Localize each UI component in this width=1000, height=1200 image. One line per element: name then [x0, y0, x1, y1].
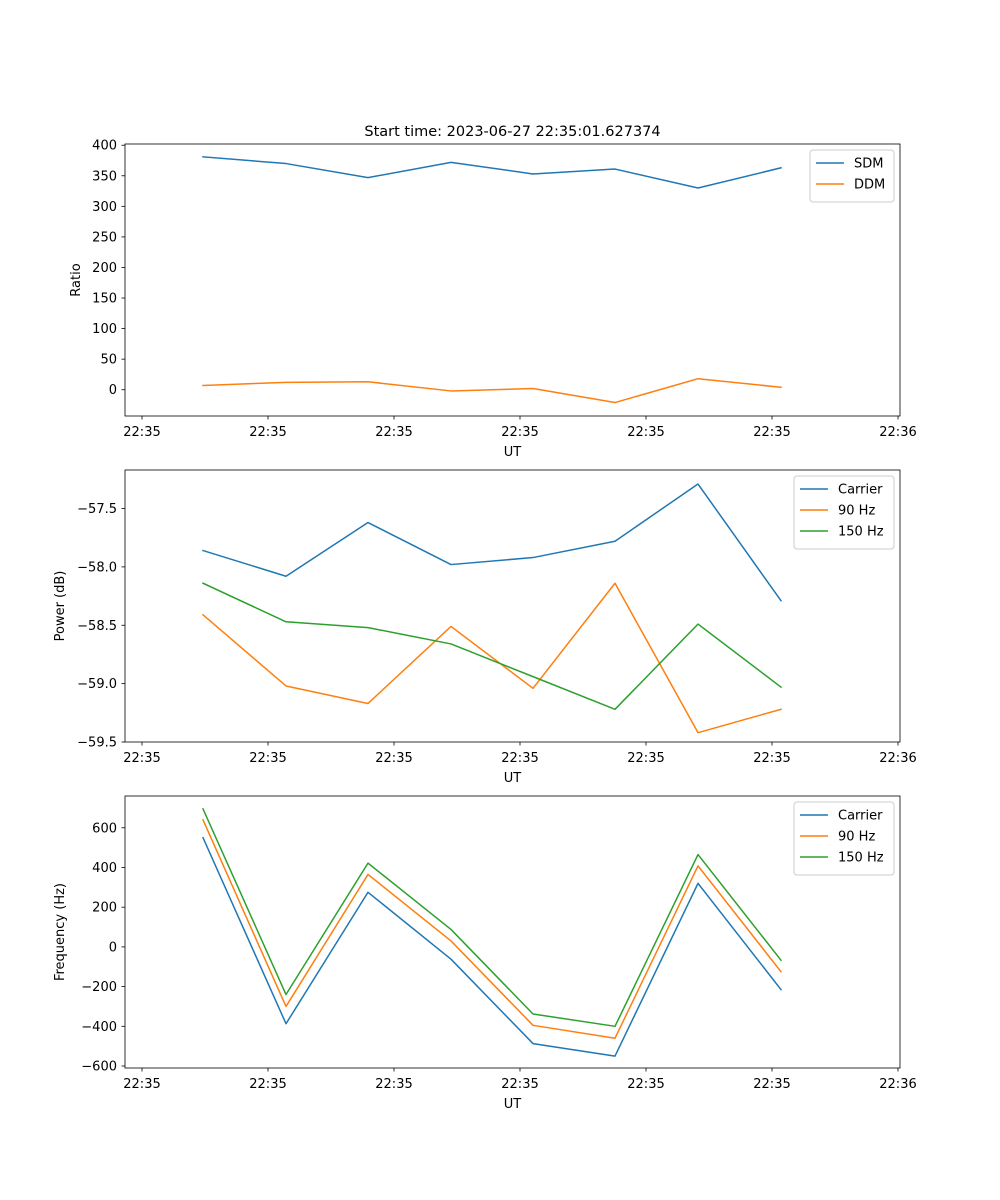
legend-entry: Carrier: [838, 809, 883, 824]
y-tick-label: −58.5: [77, 619, 117, 634]
x-tick-label: 22:35: [627, 1077, 664, 1092]
x-tick-label: 22:35: [753, 425, 790, 440]
y-tick-label: 100: [92, 322, 117, 337]
y-tick-label: −400: [81, 1020, 117, 1035]
subplot-1: 22:35 22:35 22:35 22:35 22:35 22:35 22:36 0 50 10…: [69, 139, 917, 460]
series-line-150-hz: [202, 582, 783, 711]
x-axis-label: UT: [504, 771, 522, 786]
y-tick-label: 250: [92, 230, 117, 245]
y-tick-label: −59.0: [77, 677, 117, 692]
series-line-150-hz: [202, 807, 783, 1028]
legend: SDM DDM: [809, 149, 895, 203]
y-tick-label: −57.5: [77, 502, 117, 517]
legend-entry: Carrier: [838, 483, 883, 498]
x-tick-label: 22:35: [123, 1077, 160, 1092]
y-tick-label: 50: [100, 353, 117, 368]
y-tick-label: −200: [81, 980, 117, 995]
legend-entry: 150 Hz: [838, 851, 884, 866]
series-line-90-hz: [201, 582, 782, 734]
x-tick-label: 22:35: [123, 425, 160, 440]
y-tick-label: 600: [92, 821, 117, 836]
x-tick-label: 22:36: [879, 425, 916, 440]
y-axis-label: Power (dB): [53, 571, 68, 642]
axes-frame: [124, 143, 901, 417]
series-line-carrier: [202, 483, 783, 602]
x-tick-label: 22:35: [501, 1077, 538, 1092]
y-tick-label: 350: [92, 169, 117, 184]
legend-entry: DDM: [854, 178, 885, 193]
x-tick-label: 22:35: [627, 751, 664, 766]
y-tick-label: −600: [81, 1060, 117, 1075]
y-tick-label: 0: [109, 940, 117, 955]
y-tick-label: −58.0: [77, 560, 117, 575]
x-tick-label: 22:35: [627, 425, 664, 440]
legend-entry: SDM: [854, 157, 883, 172]
series-line-carrier: [202, 836, 783, 1057]
x-tick-label: 22:36: [879, 1077, 916, 1092]
x-tick-label: 22:35: [501, 425, 538, 440]
x-axis-label: UT: [504, 1097, 522, 1112]
y-tick-label: 200: [92, 261, 117, 276]
axes-frame: [124, 469, 901, 743]
series-line-sdm: [202, 156, 782, 189]
subplot-2: 22:35 22:35 22:35 22:35 22:35 22:35 22:36 −59.5…: [53, 469, 917, 786]
legend-entry: 90 Hz: [838, 830, 875, 845]
y-axis-label: Frequency (Hz): [53, 883, 68, 981]
x-tick-label: 22:35: [375, 751, 412, 766]
y-tick-label: −59.5: [77, 736, 117, 751]
y-tick-label: 400: [92, 861, 117, 876]
y-tick-label: 400: [92, 139, 117, 154]
y-tick-label: 150: [92, 292, 117, 307]
series-line-ddm: [202, 377, 782, 404]
x-tick-label: 22:36: [879, 751, 916, 766]
legend-entry: 90 Hz: [838, 504, 875, 519]
x-tick-label: 22:35: [375, 1077, 412, 1092]
x-tick-label: 22:35: [249, 1077, 286, 1092]
axes-frame: [124, 795, 901, 1069]
figure-title: Start time: 2023-06-27 22:35:01.627374: [364, 124, 660, 140]
x-axis-label: UT: [504, 445, 522, 460]
y-tick-label: 0: [109, 383, 117, 398]
series-line-90-hz: [202, 818, 783, 1039]
y-tick-label: 300: [92, 200, 117, 215]
legend-entry: 150 Hz: [838, 525, 884, 540]
legend: Carrier 90 Hz 150 Hz: [793, 801, 895, 876]
x-tick-label: 22:35: [249, 751, 286, 766]
subplots: 22:35 22:35 22:35 22:35 22:35 22:35 22:36 0 50 10…: [53, 139, 917, 1112]
legend: Carrier 90 Hz 150 Hz: [793, 475, 895, 550]
x-tick-label: 22:35: [753, 1077, 790, 1092]
x-tick-label: 22:35: [123, 751, 160, 766]
y-axis-label: Ratio: [69, 263, 84, 296]
x-tick-label: 22:35: [753, 751, 790, 766]
x-tick-label: 22:35: [375, 425, 412, 440]
y-tick-label: 200: [92, 901, 117, 916]
x-tick-label: 22:35: [501, 751, 538, 766]
subplot-3: 22:35 22:35 22:35 22:35 22:35 22:35 22:36 −600 −…: [53, 795, 917, 1112]
x-tick-label: 22:35: [249, 425, 286, 440]
